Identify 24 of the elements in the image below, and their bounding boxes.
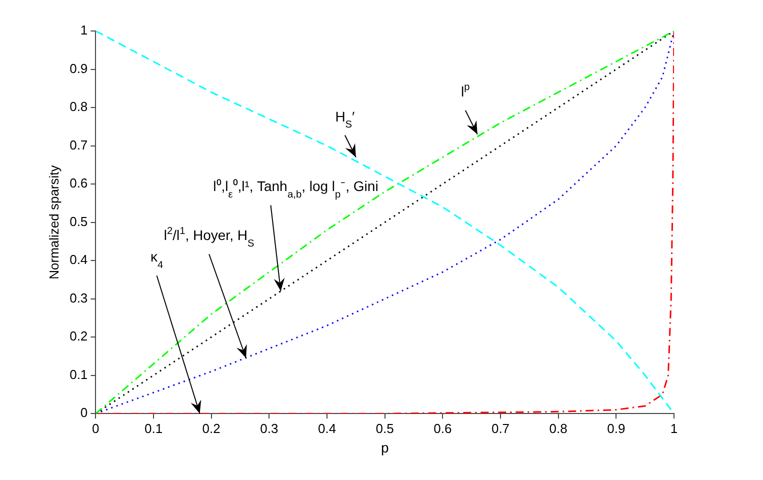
y-tick-label: 0.4 [70,252,88,268]
y-tick-label: 0.3 [70,290,88,306]
y-tick-label: 0.9 [70,60,88,76]
x-tick-label: 0.7 [491,420,510,436]
y-tick-label: 0.5 [70,214,88,229]
y-tick-label: 1 [80,22,88,38]
x-tick-label: 0.9 [607,420,626,436]
y-tick-label: 0.8 [70,99,88,114]
y-tick-label: 0.1 [70,366,88,382]
y-tick-label: 0.6 [70,176,88,191]
x-axis-title: p [380,439,389,456]
x-tick-label: 0.4 [318,420,336,436]
x-tick-label: 0.1 [144,420,163,436]
x-tick-label: 1 [670,420,678,436]
x-tick-label: 0.6 [434,420,452,436]
y-tick-label: 0.7 [70,137,88,152]
y-tick-label: 0.2 [70,328,88,344]
x-tick-label: 0 [92,420,100,436]
y-axis-title: Normalized sparsity [46,164,62,280]
x-tick-label: 0.5 [376,420,394,436]
x-tick-label: 0.2 [202,420,220,436]
x-tick-label: 0.3 [260,420,278,436]
x-tick-label: 0.8 [549,420,568,436]
y-tick-label: 0 [80,405,88,420]
